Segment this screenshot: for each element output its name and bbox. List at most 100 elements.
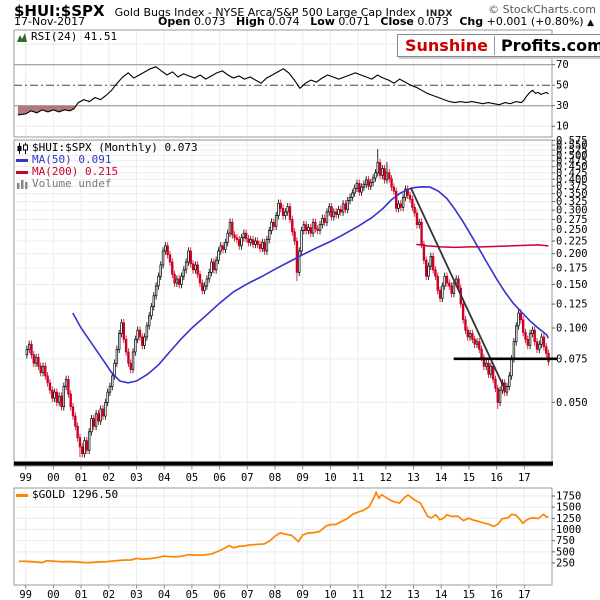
main-ytick: 0.375	[556, 181, 588, 193]
year-label: 02	[102, 589, 115, 600]
year-label: 01	[75, 472, 88, 484]
rsi-indicator-icon	[16, 32, 28, 43]
year-label: 13	[407, 472, 420, 484]
year-label: 09	[296, 472, 309, 484]
main-ytick: 0.350	[556, 188, 588, 200]
declining-trendline	[409, 187, 505, 387]
year-label: 10	[324, 472, 337, 484]
candlesticks	[25, 149, 550, 458]
rsi-series-line	[17, 66, 549, 116]
year-label: 16	[490, 589, 503, 600]
gold-ytick: 1000	[556, 524, 581, 536]
main-ytick: 0.500	[556, 150, 588, 162]
year-label: 15	[463, 472, 476, 484]
year-label: 12	[379, 472, 392, 484]
main-ytick: 0.550	[556, 140, 588, 152]
gold-swatch	[16, 493, 28, 497]
year-label: 06	[213, 589, 226, 600]
gold-ytick: 1500	[556, 502, 581, 514]
header-quote-line: 17-Nov-2017 Open 0.073 High 0.074 Low 0.…	[14, 15, 596, 28]
volume-label: Volume undef	[32, 177, 112, 190]
year-label: 08	[269, 472, 282, 484]
header-title-line: $HUI:$SPX Gold Bugs Index - NYSE Arca/S&…	[14, 1, 453, 20]
main-ytick: 0.125	[556, 299, 588, 311]
year-label: 05	[186, 589, 199, 600]
year-label: 01	[75, 589, 88, 600]
main-ytick: 0.525	[556, 145, 588, 157]
main-legend: $HUI:$SPX (Monthly) 0.073 MA(50) 0.091 M…	[16, 142, 198, 190]
open-value: 0.073	[194, 15, 226, 28]
main-ytick: 0.575	[556, 135, 588, 147]
ma200-label: MA(200) 0.215	[32, 165, 119, 178]
sunshine-profits-logo: Sunshine Profits.com	[397, 34, 600, 57]
rsi-ytick: 30	[556, 100, 569, 112]
year-label: 07	[241, 589, 254, 600]
year-label: 11	[352, 589, 365, 600]
main-ytick: 0.150	[556, 279, 588, 291]
main-ytick: 0.400	[556, 174, 588, 186]
year-label: 02	[102, 472, 115, 484]
quote-date: 17-Nov-2017	[14, 15, 86, 28]
year-label: 08	[269, 589, 282, 600]
main-ytick: 0.075	[556, 353, 588, 365]
year-label: 03	[130, 472, 143, 484]
gold-legend: $GOLD 1296.50	[16, 489, 118, 501]
year-label: 12	[379, 589, 392, 600]
main-ytick: 0.450	[556, 161, 588, 173]
main-ytick: 0.200	[556, 248, 588, 260]
year-label: 10	[324, 589, 337, 600]
rsi-ytick: 70	[556, 59, 569, 71]
high-value: 0.074	[268, 15, 300, 28]
main-ytick: 0.275	[556, 214, 588, 226]
main-ytick: 0.050	[556, 397, 588, 409]
gold-ytick: 750	[556, 535, 575, 547]
year-label: 03	[130, 589, 143, 600]
ma50-label: MA(50) 0.091	[32, 153, 112, 166]
gold-ytick: 500	[556, 546, 575, 558]
year-label: 16	[490, 472, 503, 484]
ticker-symbol: $HUI:$SPX	[14, 2, 105, 20]
ticker-description: Gold Bugs Index - NYSE Arca/S&P 500 Larg…	[114, 6, 416, 19]
volume-bars-icon	[16, 179, 29, 189]
main-ytick: 0.300	[556, 205, 588, 217]
gold-series-line	[18, 490, 549, 564]
year-label: 04	[158, 589, 171, 600]
year-label: 00	[47, 589, 60, 600]
year-label: 14	[435, 472, 448, 484]
chg-label: Chg	[459, 15, 484, 28]
chart-header: $HUI:$SPX Gold Bugs Index - NYSE Arca/S&…	[0, 0, 600, 28]
year-label: 05	[186, 472, 199, 484]
gold-label: $GOLD 1296.50	[32, 488, 119, 501]
candlestick-icon	[16, 142, 29, 154]
rsi-label: RSI(24) 41.51	[31, 30, 118, 43]
gold-ytick: 250	[556, 558, 575, 570]
logo-sunshine: Sunshine	[405, 36, 495, 55]
open-label: Open	[157, 15, 191, 28]
ma50-swatch	[16, 158, 28, 162]
year-label: 99	[19, 589, 32, 600]
main-symbol-label: $HUI:$SPX (Monthly) 0.073	[32, 141, 198, 154]
rsi-legend: RSI(24) 41.51	[16, 31, 117, 43]
year-label: 07	[241, 472, 254, 484]
main-ytick: 0.425	[556, 167, 588, 179]
year-label: 17	[518, 472, 531, 484]
close-label: Close	[380, 15, 414, 28]
rsi-ytick: 50	[556, 80, 569, 92]
chg-value: +0.001 (+0.80%)	[486, 15, 584, 28]
low-value: 0.071	[338, 15, 370, 28]
ohlc-quote: Open 0.073 High 0.074 Low 0.071 Close 0.…	[151, 15, 594, 28]
close-value: 0.073	[417, 15, 449, 28]
main-ytick: 0.325	[556, 196, 588, 208]
logo-profits: Profits.com	[500, 36, 600, 55]
rsi-ytick: 10	[556, 121, 569, 133]
rsi-panel: 9070503010	[13, 29, 569, 138]
low-label: Low	[310, 15, 335, 28]
year-label: 06	[213, 472, 226, 484]
stockcharts-credit: © StockCharts.com	[488, 3, 596, 16]
ma50-line	[72, 185, 550, 384]
year-label: 11	[352, 472, 365, 484]
main-ytick: 0.225	[556, 236, 588, 248]
